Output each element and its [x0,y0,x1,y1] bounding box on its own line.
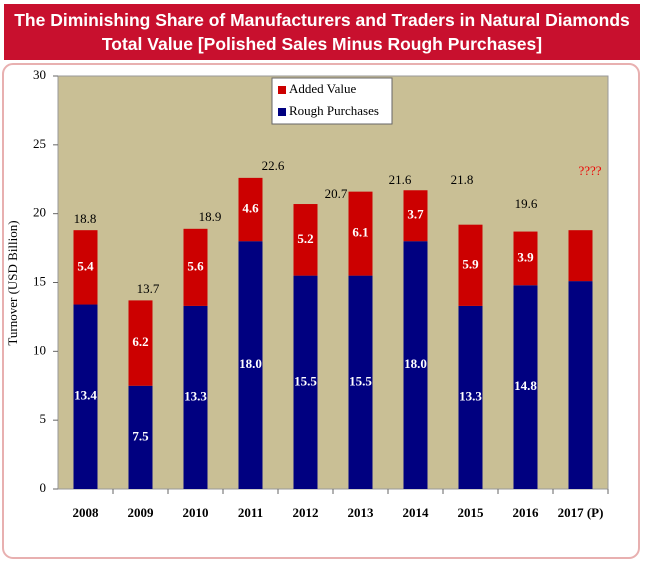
data-label: 18.0 [404,356,427,371]
bar-segment [348,191,373,276]
data-label: 5.4 [77,258,94,273]
y-tick-label: 10 [33,342,46,357]
chart-title: The Diminishing Share of Manufacturers a… [4,4,640,60]
data-label: 14.8 [514,378,537,393]
data-label: 6.1 [352,225,368,240]
data-label: 7.5 [132,428,149,443]
data-label: 5.9 [462,256,479,271]
y-tick-label: 0 [40,480,47,495]
x-tick-label: 2013 [348,505,375,520]
data-label: 6.2 [132,334,148,349]
bar-segment [348,275,373,489]
bar-segment [128,300,153,386]
x-tick-label: 2010 [183,505,209,520]
x-tick-label: 2014 [403,505,430,520]
legend-label: Rough Purchases [289,103,379,118]
annotation: ???? [578,163,601,178]
annotation: 20.7 [325,186,348,201]
bar-segment [238,241,263,489]
legend-swatch [278,86,286,94]
legend-swatch [278,108,286,116]
bar-segment [458,305,483,489]
annotation: 21.6 [389,172,412,187]
x-tick-label: 2016 [513,505,540,520]
bar-segment [403,190,428,242]
data-label: 13.3 [459,388,482,403]
bar-segment [128,385,153,489]
bar-segment [238,177,263,242]
annotation: 18.8 [74,211,97,226]
annotation: 19.6 [515,196,538,211]
bar-segment [293,275,318,489]
data-label: 3.9 [517,249,534,264]
bar-segment [568,230,593,282]
annotation: 13.7 [137,281,160,296]
y-tick-label: 5 [40,411,47,426]
bar-segment [403,241,428,489]
x-tick-label: 2015 [458,505,485,520]
data-label: 13.3 [184,388,207,403]
data-label: 15.5 [349,373,372,388]
data-label: 13.4 [74,388,97,403]
data-label: 5.2 [297,231,313,246]
x-tick-label: 2009 [128,505,155,520]
y-tick-label: 20 [33,205,46,220]
bar-segment [183,305,208,489]
y-tick-label: 25 [33,136,46,151]
data-label: 4.6 [242,201,259,216]
bar-segment [458,224,483,306]
annotation: 18.9 [199,209,222,224]
y-tick-label: 15 [33,273,46,288]
x-tick-label: 2011 [238,505,263,520]
x-tick-label: 2017 (P) [558,505,604,520]
legend-label: Added Value [289,81,357,96]
x-tick-label: 2008 [73,505,100,520]
bar-segment [293,204,318,276]
legend-box [271,77,393,125]
x-tick-label: 2012 [293,505,319,520]
annotation: 21.8 [451,172,474,187]
bar-segment [73,304,98,489]
bar-segment [568,281,593,489]
bar-segment [73,230,98,305]
bar-segment [513,231,538,286]
annotation: 22.6 [262,158,285,173]
data-label: 18.0 [239,356,262,371]
y-axis-title: Turnover (USD Billion) [5,220,20,345]
data-label: 5.6 [187,258,204,273]
data-label: 15.5 [294,373,317,388]
bar-segment [513,285,538,489]
y-tick-label: 30 [33,67,46,82]
bar-segment [183,228,208,306]
data-label: 3.7 [407,207,424,222]
